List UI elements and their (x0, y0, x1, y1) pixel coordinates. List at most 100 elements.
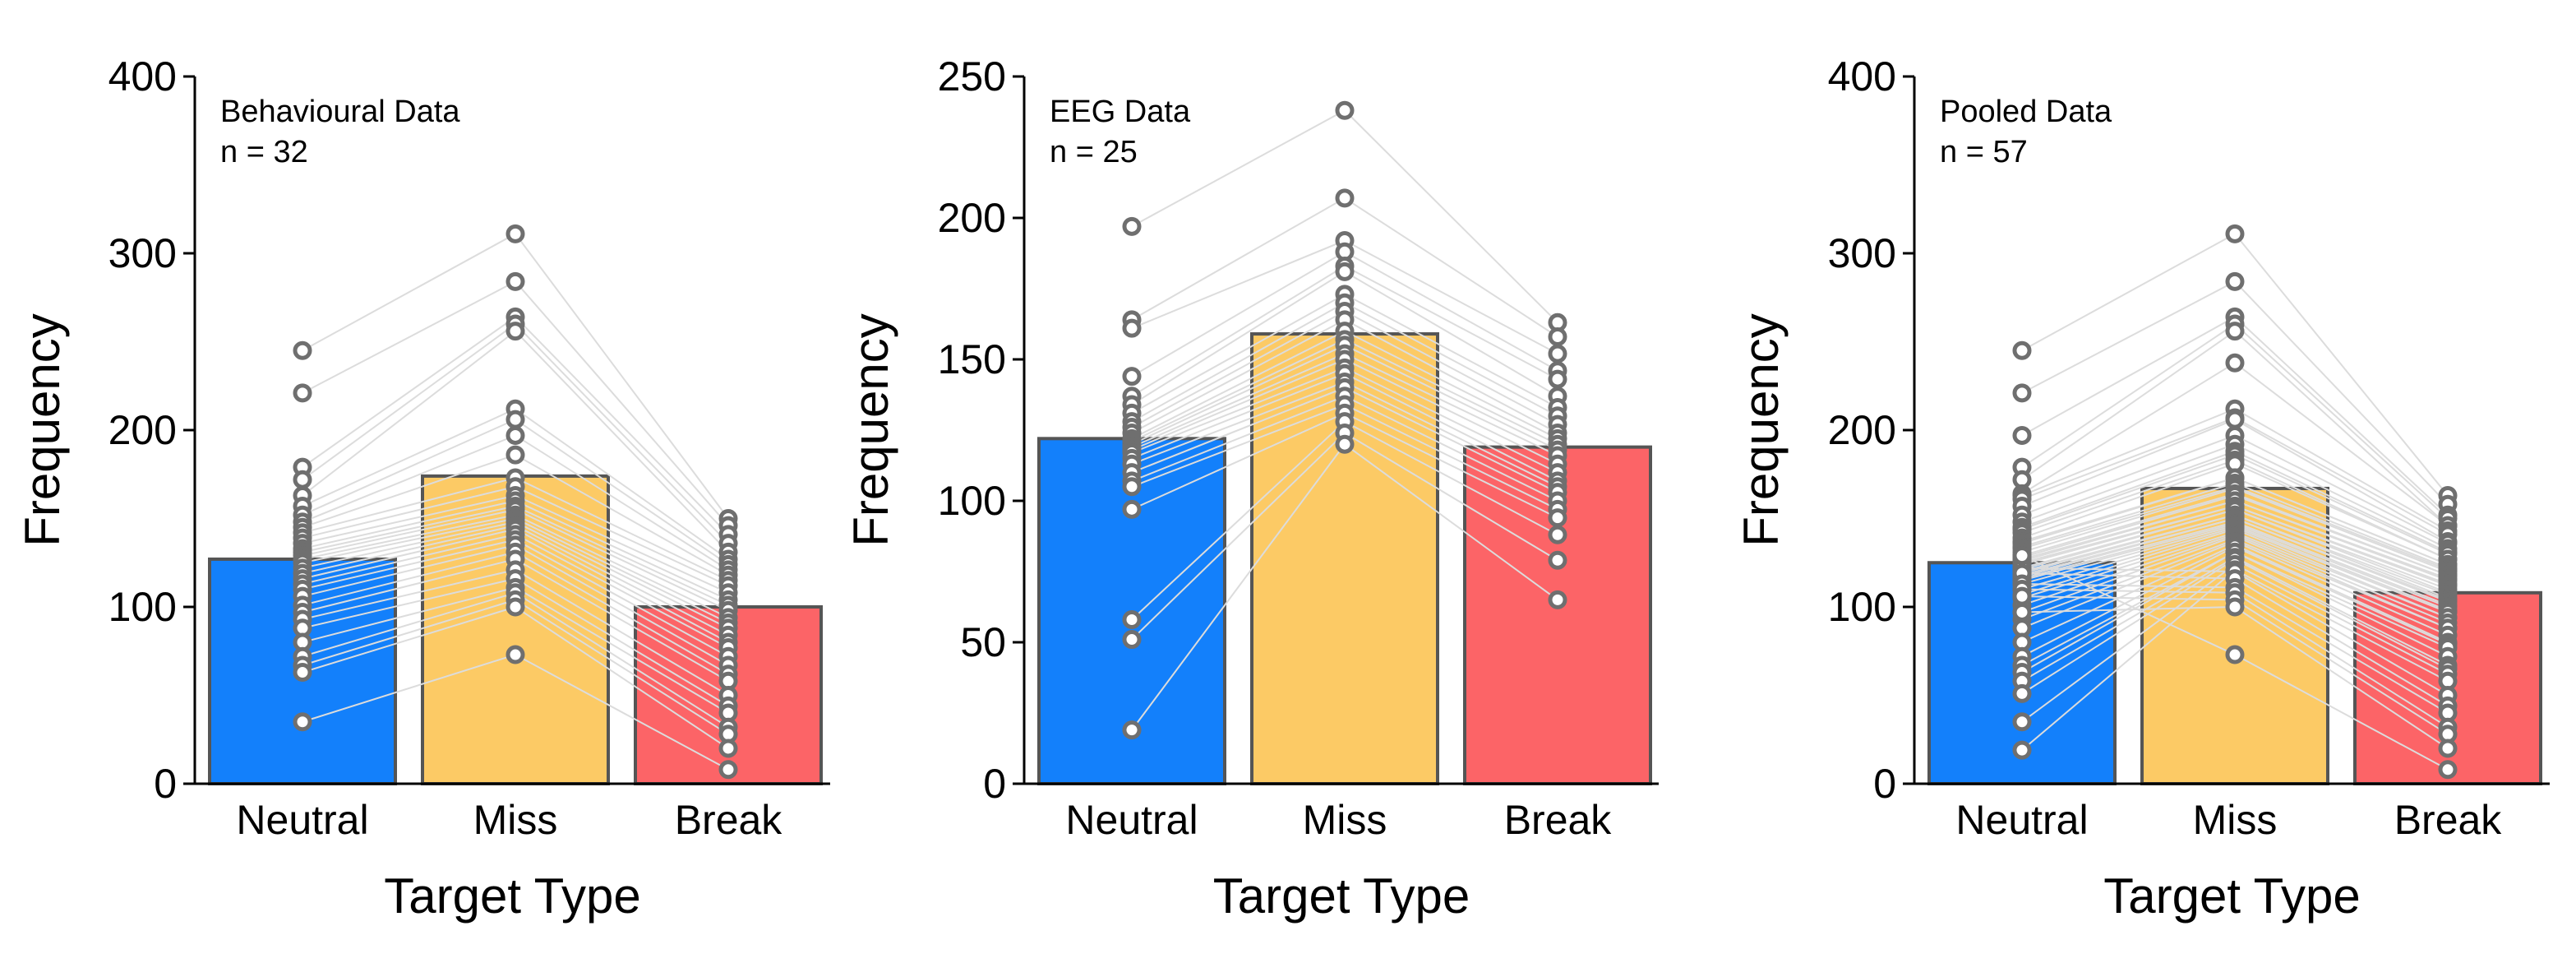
data-point (2012, 586, 2032, 606)
data-point (2012, 740, 2032, 760)
data-point (506, 645, 525, 664)
data-point (293, 340, 312, 360)
data-point (2438, 760, 2458, 780)
x-axis-title: Target Type (384, 868, 640, 924)
data-point (1122, 630, 1142, 650)
y-tick-label: 100 (1828, 584, 1896, 630)
x-tick-label-miss: Miss (473, 797, 558, 843)
data-point (2012, 425, 2032, 445)
y-tick-label: 200 (938, 195, 1006, 241)
x-tick-label-neutral: Neutral (236, 797, 368, 843)
data-point (2012, 383, 2032, 403)
panel-title: EEG Data (1050, 95, 1191, 129)
points-break (1548, 313, 1567, 609)
x-axis-title: Target Type (1213, 868, 1470, 924)
sample-size-label: n = 32 (220, 135, 308, 169)
data-point (1548, 326, 1567, 346)
y-tick-label: 400 (108, 53, 177, 100)
data-point (2225, 271, 2245, 291)
data-point (1122, 499, 1142, 519)
data-point (506, 322, 525, 341)
points-break (2438, 486, 2458, 780)
y-tick-label: 300 (108, 230, 177, 276)
y-axis-title: Frequency (15, 313, 70, 546)
x-tick-label-neutral: Neutral (1065, 797, 1198, 843)
data-point (293, 470, 312, 489)
data-point (506, 224, 525, 243)
data-point (2012, 602, 2032, 622)
data-point (506, 271, 525, 291)
x-tick-label-break: Break (675, 797, 783, 843)
y-tick-label: 200 (1828, 407, 1896, 453)
y-tick-label: 150 (938, 336, 1006, 382)
data-point (2012, 340, 2032, 360)
data-point (1122, 216, 1142, 236)
data-point (2225, 353, 2245, 373)
y-axis-title: Frequency (843, 313, 898, 546)
points-neutral (293, 340, 312, 732)
sample-size-label: n = 57 (1940, 135, 2028, 169)
data-point (1548, 369, 1567, 389)
chart-panel-1: 0 100 200 300 400 Neutral Miss Break Target Type… (15, 53, 830, 924)
data-point (2438, 738, 2458, 758)
panel-title: Pooled Data (1940, 95, 2112, 129)
data-point (1335, 262, 1355, 281)
data-point (2225, 410, 2245, 429)
data-point (293, 712, 312, 732)
data-point (1122, 609, 1142, 629)
data-point (2012, 546, 2032, 566)
y-tick-label: 100 (938, 478, 1006, 524)
data-point (2225, 645, 2245, 664)
data-point (1335, 434, 1355, 454)
x-tick-label-miss: Miss (1303, 797, 1387, 843)
data-point (1335, 100, 1355, 120)
y-tick-label: 0 (154, 761, 177, 807)
y-tick-label: 50 (960, 619, 1006, 665)
data-point (2225, 322, 2245, 341)
data-point (1122, 318, 1142, 338)
data-point (293, 663, 312, 683)
y-tick-label: 100 (108, 584, 177, 630)
points-miss (506, 224, 525, 664)
points-neutral (2012, 340, 2032, 760)
y-tick-label: 250 (938, 53, 1006, 100)
data-point (1548, 550, 1567, 570)
data-point (1122, 367, 1142, 387)
data-point (506, 445, 525, 465)
data-point (718, 760, 738, 780)
sample-size-label: n = 25 (1050, 135, 1138, 169)
points-miss (1335, 100, 1355, 454)
y-tick-label: 0 (1873, 761, 1896, 807)
x-tick-label-break: Break (1504, 797, 1613, 843)
points-break (718, 509, 738, 780)
data-point (506, 425, 525, 445)
chart-panel-3: 0 100 200 300 400 Neutral Miss Break Target Type… (1733, 53, 2550, 924)
chart-panel-2: 0 50 100 150 200 250 Neutral Miss Break Target Ty… (843, 53, 1659, 924)
data-point (1548, 344, 1567, 363)
data-point (1548, 525, 1567, 544)
data-point (1122, 477, 1142, 497)
data-point (506, 410, 525, 429)
x-tick-label-miss: Miss (2193, 797, 2278, 843)
data-point (2225, 224, 2245, 243)
data-point (506, 597, 525, 617)
x-tick-label-break: Break (2394, 797, 2503, 843)
points-neutral (1122, 216, 1142, 740)
data-point (1548, 508, 1567, 528)
points-miss (2225, 224, 2245, 664)
y-tick-label: 300 (1828, 230, 1896, 276)
data-point (2012, 712, 2032, 732)
y-tick-label: 0 (983, 761, 1006, 807)
data-point (718, 738, 738, 758)
data-point (1122, 720, 1142, 740)
data-point (2225, 597, 2245, 617)
data-point (1335, 188, 1355, 208)
y-tick-label: 200 (108, 407, 177, 453)
y-tick-label: 400 (1828, 53, 1896, 100)
data-point (1548, 590, 1567, 609)
x-tick-label-neutral: Neutral (1955, 797, 2088, 843)
data-point (293, 383, 312, 403)
panel-title: Behavioural Data (220, 95, 460, 129)
data-point (2012, 683, 2032, 703)
